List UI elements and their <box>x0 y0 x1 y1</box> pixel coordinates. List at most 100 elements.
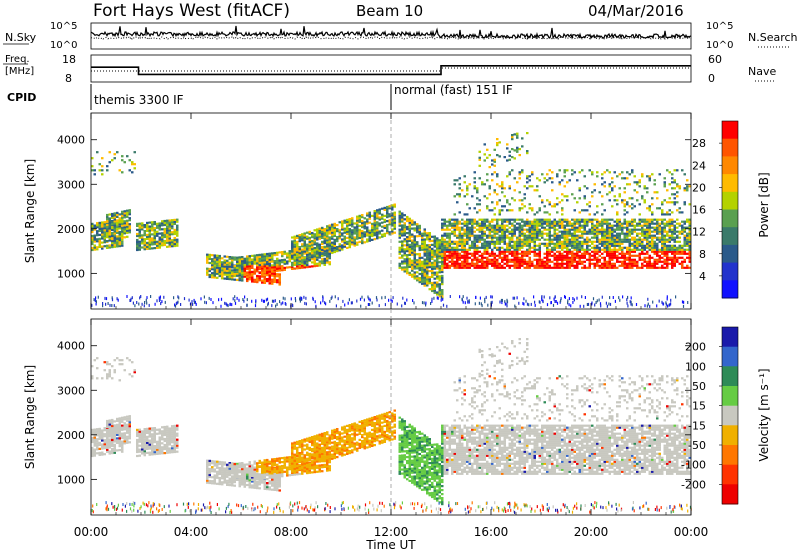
power-cell <box>476 229 479 231</box>
power-cell <box>526 245 529 247</box>
power-cell <box>136 235 139 237</box>
power-cell <box>546 251 549 253</box>
power-cell <box>571 245 574 247</box>
power-cell <box>596 227 599 229</box>
power-ground-cell <box>255 304 256 307</box>
power-cell <box>596 259 599 261</box>
power-cell <box>634 237 637 239</box>
power-cell <box>129 209 132 211</box>
power-cell <box>346 231 349 233</box>
power-cell <box>229 276 232 278</box>
power-cell <box>674 245 677 247</box>
power-cell <box>206 272 209 274</box>
power-cell <box>416 261 419 263</box>
power-cell <box>611 253 614 255</box>
power-cell <box>509 245 512 247</box>
power-cell <box>649 265 652 267</box>
power-cell <box>121 213 124 215</box>
power-cell <box>96 151 99 153</box>
power-cell <box>484 231 487 233</box>
power-cell <box>301 245 304 247</box>
power-cell <box>401 230 404 232</box>
power-cell <box>426 250 429 252</box>
power-cell <box>499 241 502 243</box>
power-cell <box>249 257 252 259</box>
power-cell <box>619 237 622 239</box>
power-cell <box>514 177 517 179</box>
power-cell <box>451 255 454 257</box>
power-cell <box>444 261 447 263</box>
power-cell <box>486 229 489 231</box>
power-cell <box>431 272 434 274</box>
power-cell <box>604 251 607 253</box>
vel-cell <box>99 444 102 446</box>
power-cell <box>281 255 284 257</box>
power-cell <box>274 264 277 266</box>
power-cell <box>94 241 97 243</box>
power-cell <box>124 216 127 218</box>
power-cell <box>376 237 379 239</box>
power-cell <box>129 213 132 215</box>
power-cell <box>336 228 339 230</box>
power-cell <box>389 215 392 217</box>
power-cell <box>454 249 457 251</box>
power-cell <box>624 241 627 243</box>
power-cell <box>681 253 684 255</box>
power-cell <box>439 253 442 255</box>
power-cell <box>454 235 457 237</box>
power-cell <box>556 197 559 199</box>
power-cell <box>214 268 217 270</box>
power-cell <box>591 241 594 243</box>
power-cell <box>506 261 509 263</box>
power-cell <box>139 249 142 251</box>
power-cell <box>116 238 119 240</box>
power-cell <box>539 263 542 265</box>
power-cell <box>549 237 552 239</box>
power-cell <box>656 253 659 255</box>
power-cell <box>246 273 249 275</box>
power-ground-cell <box>597 299 598 302</box>
power-cell <box>449 261 452 263</box>
power-cell <box>646 237 649 239</box>
power-cell <box>674 179 677 181</box>
power-cell <box>566 199 569 201</box>
power-cell <box>571 265 574 267</box>
power-cell <box>564 263 567 265</box>
power-cell <box>514 265 517 267</box>
power-cell <box>674 241 677 243</box>
power-cell <box>401 220 404 222</box>
power-cell <box>449 267 452 269</box>
power-cell <box>129 159 132 161</box>
power-cell <box>116 214 119 216</box>
power-cell <box>476 249 479 251</box>
power-cell <box>176 219 179 221</box>
power-cell <box>516 267 519 269</box>
power-ground-cell <box>160 298 161 301</box>
power-cell <box>434 240 437 242</box>
power-cell <box>119 219 122 221</box>
power-cell <box>474 187 477 189</box>
power-cell <box>381 234 384 236</box>
power-cell <box>324 228 327 230</box>
power-cell <box>104 225 107 227</box>
power-cell <box>559 239 562 241</box>
power-cell <box>271 279 274 281</box>
power-cell <box>441 265 444 267</box>
power-ground-cell <box>492 301 493 304</box>
power-cell <box>149 246 152 248</box>
power-cell <box>414 275 417 277</box>
power-cell <box>421 247 424 249</box>
power-cell <box>234 279 237 281</box>
power-cell <box>316 253 319 255</box>
power-cell <box>519 177 522 179</box>
power-cell <box>661 267 664 269</box>
power-cell <box>441 229 444 231</box>
power-cell <box>386 214 389 216</box>
power-cell <box>434 236 437 238</box>
power-cell <box>106 220 109 222</box>
power-cell <box>659 207 662 209</box>
power-cell <box>634 229 637 231</box>
power-cell <box>551 255 554 257</box>
power-cell <box>611 225 614 227</box>
power-cell <box>486 225 489 227</box>
